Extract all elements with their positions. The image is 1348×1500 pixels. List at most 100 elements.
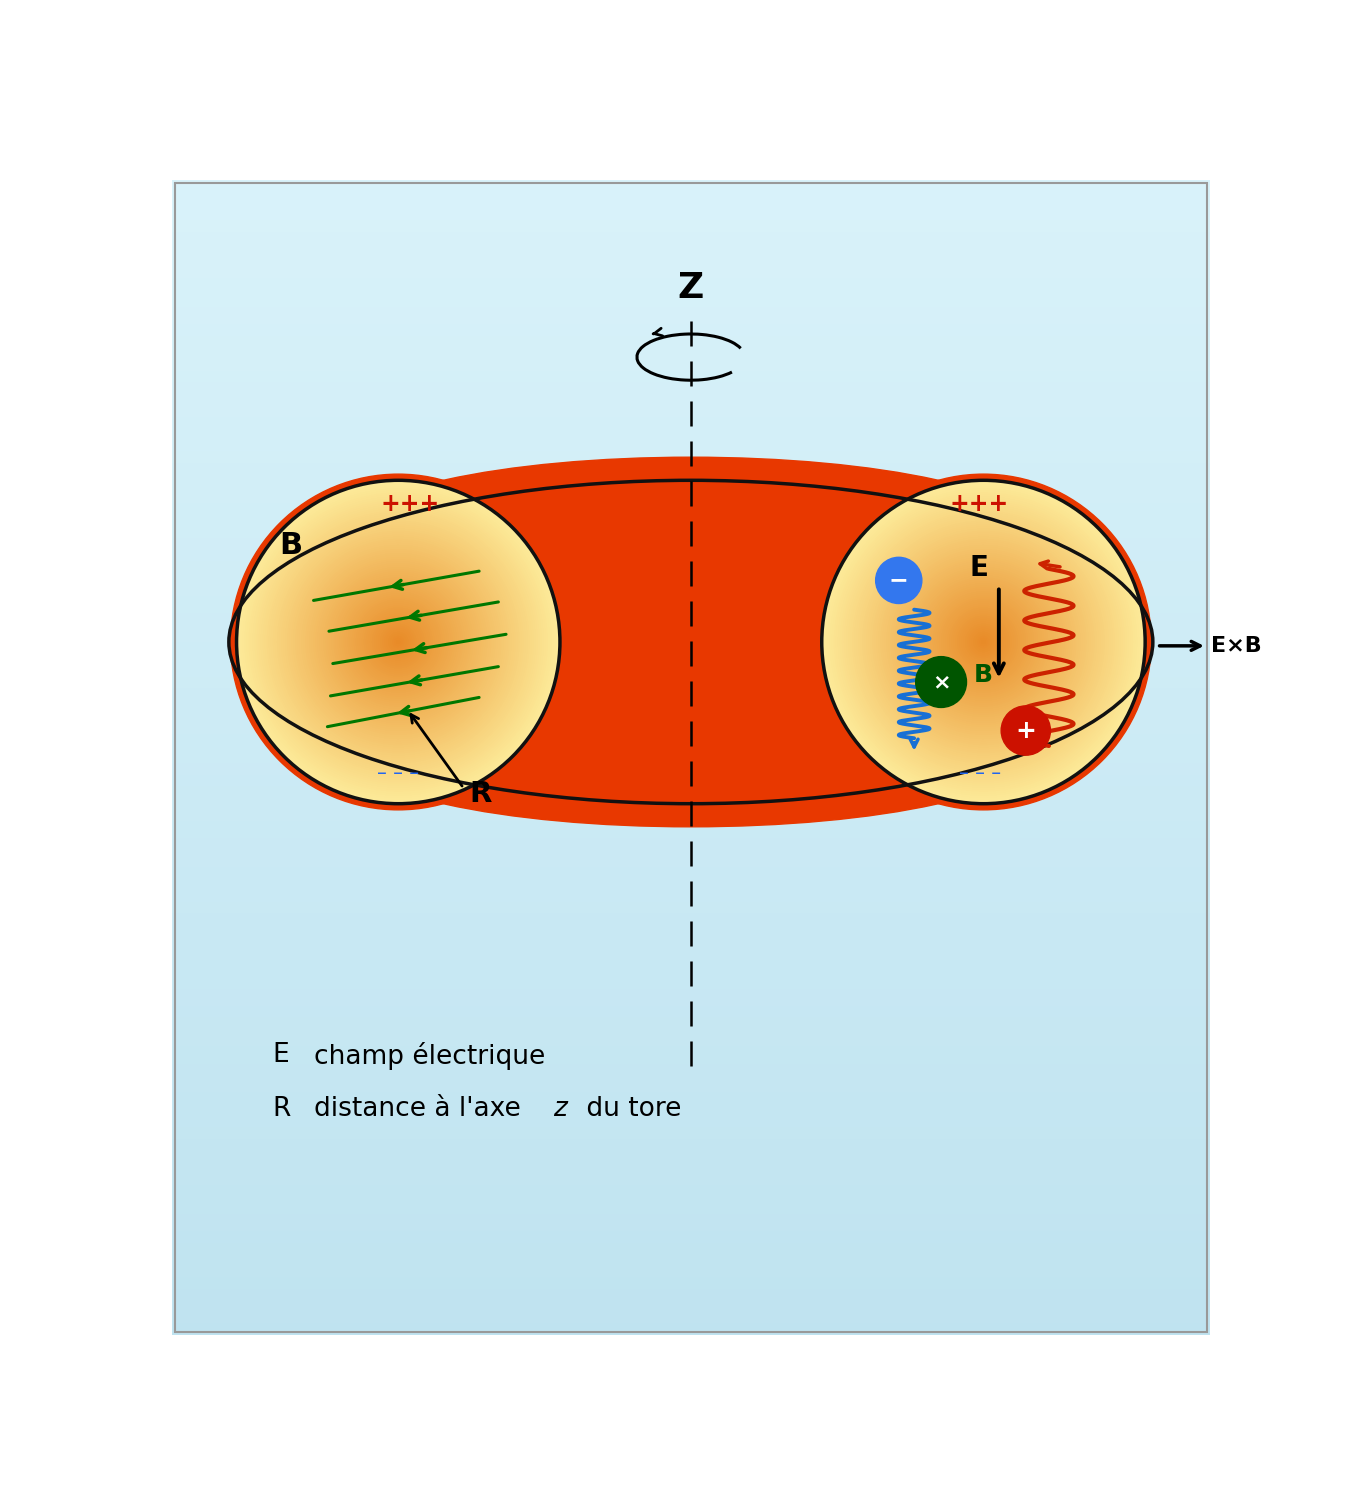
Bar bbox=[173, 722, 1211, 729]
Circle shape bbox=[895, 554, 1073, 730]
Bar bbox=[173, 687, 1211, 694]
Bar bbox=[173, 300, 1211, 307]
Text: ×: × bbox=[931, 672, 950, 692]
Circle shape bbox=[313, 556, 483, 728]
Bar bbox=[173, 322, 1211, 330]
Bar bbox=[173, 1172, 1211, 1179]
Bar bbox=[173, 272, 1211, 278]
Bar bbox=[173, 1178, 1211, 1185]
Text: B: B bbox=[973, 663, 992, 687]
Bar bbox=[173, 744, 1211, 752]
Circle shape bbox=[394, 638, 402, 646]
Circle shape bbox=[337, 582, 458, 702]
Bar bbox=[173, 1275, 1211, 1282]
Bar bbox=[173, 698, 1211, 705]
Circle shape bbox=[915, 573, 1053, 711]
Circle shape bbox=[324, 567, 473, 717]
Circle shape bbox=[239, 483, 558, 801]
Bar bbox=[173, 1293, 1211, 1300]
Bar bbox=[173, 813, 1211, 820]
Circle shape bbox=[891, 549, 1077, 735]
Bar bbox=[173, 496, 1211, 504]
Circle shape bbox=[307, 550, 489, 734]
Text: R: R bbox=[470, 780, 492, 808]
Circle shape bbox=[830, 489, 1138, 795]
Circle shape bbox=[248, 492, 547, 792]
Circle shape bbox=[848, 507, 1119, 777]
Bar bbox=[173, 369, 1211, 376]
Bar bbox=[173, 1281, 1211, 1288]
Bar bbox=[173, 1212, 1211, 1219]
Circle shape bbox=[267, 510, 530, 774]
Bar bbox=[173, 578, 1211, 585]
Circle shape bbox=[319, 562, 477, 722]
Circle shape bbox=[264, 509, 531, 776]
Circle shape bbox=[872, 531, 1095, 753]
Circle shape bbox=[948, 606, 1020, 678]
Circle shape bbox=[879, 537, 1089, 747]
Bar bbox=[173, 462, 1211, 468]
Bar bbox=[173, 1218, 1211, 1225]
Circle shape bbox=[933, 591, 1034, 693]
Bar bbox=[173, 784, 1211, 792]
Circle shape bbox=[344, 588, 453, 696]
Circle shape bbox=[880, 538, 1086, 746]
Circle shape bbox=[956, 614, 1012, 670]
Bar bbox=[173, 808, 1211, 816]
Bar bbox=[173, 1316, 1211, 1323]
Circle shape bbox=[295, 538, 501, 746]
Bar bbox=[173, 831, 1211, 839]
Circle shape bbox=[913, 572, 1054, 712]
Circle shape bbox=[883, 542, 1085, 742]
Circle shape bbox=[859, 516, 1109, 768]
Circle shape bbox=[279, 522, 518, 762]
Circle shape bbox=[852, 510, 1115, 774]
Circle shape bbox=[309, 554, 487, 730]
Circle shape bbox=[369, 614, 426, 670]
Bar bbox=[173, 634, 1211, 642]
Circle shape bbox=[348, 591, 449, 693]
Circle shape bbox=[856, 514, 1111, 770]
Bar bbox=[173, 357, 1211, 364]
Circle shape bbox=[264, 509, 531, 776]
Bar bbox=[173, 693, 1211, 699]
Circle shape bbox=[973, 632, 993, 652]
Circle shape bbox=[303, 548, 493, 736]
Circle shape bbox=[838, 496, 1130, 788]
Bar bbox=[173, 894, 1211, 902]
Circle shape bbox=[913, 572, 1054, 712]
Circle shape bbox=[834, 492, 1134, 792]
Circle shape bbox=[965, 624, 1002, 660]
Circle shape bbox=[251, 495, 546, 789]
Bar bbox=[173, 582, 1211, 590]
Bar bbox=[173, 531, 1211, 538]
Circle shape bbox=[927, 585, 1041, 699]
Bar bbox=[173, 282, 1211, 290]
Bar bbox=[173, 236, 1211, 243]
Circle shape bbox=[293, 537, 503, 747]
Circle shape bbox=[259, 503, 538, 782]
Bar bbox=[173, 738, 1211, 746]
Bar bbox=[173, 588, 1211, 596]
Circle shape bbox=[376, 620, 421, 664]
Bar bbox=[173, 190, 1211, 198]
Bar bbox=[173, 837, 1211, 844]
Circle shape bbox=[283, 526, 514, 758]
Circle shape bbox=[907, 566, 1061, 718]
Circle shape bbox=[332, 576, 465, 708]
Circle shape bbox=[317, 561, 479, 723]
Circle shape bbox=[860, 519, 1107, 765]
Circle shape bbox=[867, 525, 1101, 759]
Circle shape bbox=[287, 531, 510, 753]
Bar bbox=[173, 1149, 1211, 1156]
Circle shape bbox=[828, 486, 1139, 798]
Bar bbox=[173, 606, 1211, 613]
Bar bbox=[173, 987, 1211, 994]
Bar bbox=[173, 1080, 1211, 1086]
Bar bbox=[173, 946, 1211, 954]
Circle shape bbox=[272, 516, 523, 768]
Bar bbox=[173, 444, 1211, 452]
Circle shape bbox=[844, 503, 1123, 782]
Circle shape bbox=[309, 554, 487, 730]
Bar bbox=[173, 340, 1211, 348]
